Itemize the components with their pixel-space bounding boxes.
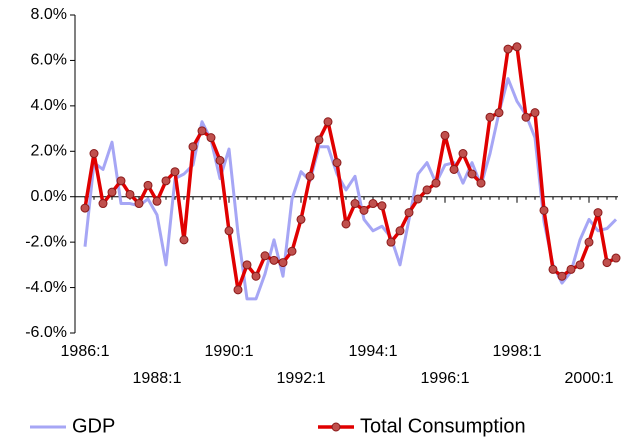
data-point xyxy=(575,260,585,270)
data-point xyxy=(179,235,189,245)
legend-label: Total Consumption xyxy=(360,415,526,437)
data-point xyxy=(404,208,414,218)
data-point xyxy=(98,199,108,209)
y-tick-label: -4.0% xyxy=(25,279,67,296)
y-tick-label: -6.0% xyxy=(25,324,67,341)
data-point xyxy=(116,176,126,186)
data-point xyxy=(512,42,522,52)
data-point xyxy=(224,226,234,236)
data-point xyxy=(485,112,495,122)
data-point xyxy=(368,199,378,209)
data-point xyxy=(251,271,261,281)
data-point xyxy=(566,264,576,274)
data-point xyxy=(557,271,567,281)
data-point xyxy=(170,167,180,177)
x-tick-label: 1988:1 xyxy=(133,370,182,387)
data-point xyxy=(548,264,558,274)
data-point xyxy=(377,201,387,211)
data-point xyxy=(152,196,162,206)
x-tick-label: 1986:1 xyxy=(61,343,110,360)
data-point xyxy=(161,176,171,186)
x-tick-label: 1994:1 xyxy=(349,343,398,360)
data-point xyxy=(296,214,306,224)
data-point xyxy=(188,142,198,152)
data-point xyxy=(269,255,279,265)
y-tick-label: -2.0% xyxy=(25,233,67,250)
data-point xyxy=(521,112,531,122)
data-point xyxy=(332,158,342,168)
data-point xyxy=(449,164,459,174)
x-tick-label: 1998:1 xyxy=(493,343,542,360)
y-tick-label: 2.0% xyxy=(31,143,67,160)
data-point xyxy=(413,194,423,204)
legend-label: GDP xyxy=(72,415,115,437)
data-point xyxy=(89,149,99,159)
data-point xyxy=(260,251,270,261)
data-point xyxy=(287,246,297,256)
data-point xyxy=(278,258,288,268)
data-point xyxy=(467,169,477,179)
x-tick-label: 2000:1 xyxy=(565,370,614,387)
x-tick-label: 1992:1 xyxy=(277,370,326,387)
data-point xyxy=(503,44,513,54)
x-tick-label: 1996:1 xyxy=(421,370,470,387)
data-point xyxy=(476,178,486,188)
data-point xyxy=(197,126,207,136)
data-point xyxy=(341,219,351,229)
data-point xyxy=(350,199,360,209)
data-point xyxy=(215,155,225,165)
y-tick-label: 4.0% xyxy=(31,97,67,114)
data-point xyxy=(107,187,117,197)
y-tick-label: 8.0% xyxy=(31,6,67,23)
data-point xyxy=(323,117,333,127)
data-point xyxy=(458,149,468,159)
data-point xyxy=(593,208,603,218)
data-point xyxy=(539,205,549,215)
data-point xyxy=(305,171,315,181)
data-point xyxy=(611,253,621,263)
data-point xyxy=(431,178,441,188)
data-point xyxy=(395,226,405,236)
data-point xyxy=(233,285,243,295)
data-point xyxy=(530,108,540,118)
y-tick-label: 6.0% xyxy=(31,52,67,69)
data-point xyxy=(80,203,90,213)
y-tick-label: 0.0% xyxy=(31,188,67,205)
data-point xyxy=(440,130,450,140)
data-point xyxy=(494,108,504,118)
data-point xyxy=(422,185,432,195)
x-tick-label: 1990:1 xyxy=(205,343,254,360)
data-point xyxy=(125,189,135,199)
data-point xyxy=(206,133,216,143)
data-point xyxy=(602,258,612,268)
data-point xyxy=(584,237,594,247)
data-point xyxy=(134,199,144,209)
data-point xyxy=(242,260,252,270)
data-point xyxy=(359,205,369,215)
data-point xyxy=(386,237,396,247)
data-point xyxy=(314,135,324,145)
data-point xyxy=(143,180,153,190)
legend-marker xyxy=(331,422,341,432)
